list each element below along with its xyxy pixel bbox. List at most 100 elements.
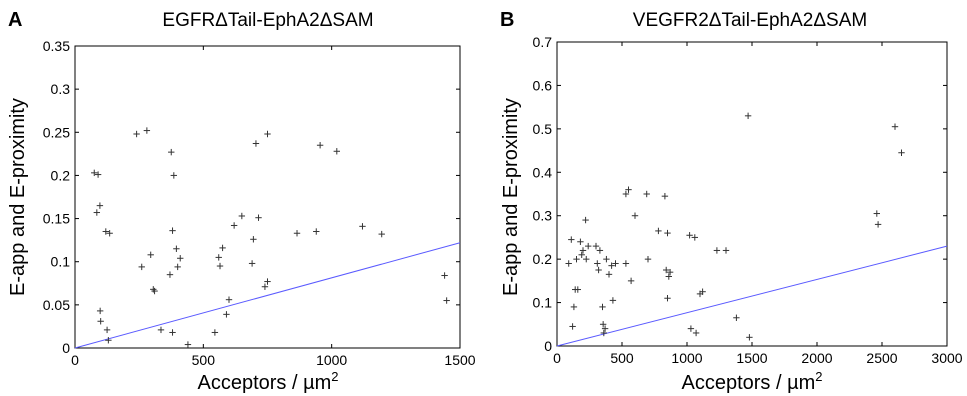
panel-b-data-point — [609, 297, 617, 304]
panel-a: A EGFRΔTail-EphA2ΔSAM E-app and E-proxim… — [7, 9, 476, 394]
panel-a-data-point — [264, 278, 271, 285]
panel-a-plot-frame — [74, 45, 461, 349]
panel-b-data-point — [666, 268, 674, 276]
panel-b-data-point — [601, 325, 609, 332]
panel-b-x-tick-label: 2000 — [801, 350, 832, 366]
panel-a-data-point — [223, 311, 230, 318]
panel-a-data-point — [313, 228, 320, 235]
panel-b-data-point — [600, 329, 607, 337]
panel-b-data-point — [699, 288, 706, 295]
panel-b-data-point — [577, 238, 584, 245]
panel-b-data-point — [663, 266, 670, 274]
panel-a-x-axis-label: Acceptors / µm2 — [197, 369, 338, 394]
panel-a-points — [91, 127, 450, 348]
panel-a-y-tick-label: 0.25 — [43, 124, 70, 140]
panel-b-data-point — [592, 242, 600, 250]
panel-a-data-point — [443, 297, 450, 304]
panel-a-data-point — [225, 296, 233, 303]
panel-b-data-point — [599, 303, 606, 311]
panel-a-data-point — [219, 244, 226, 252]
panel-a-data-point — [96, 307, 104, 315]
panel-a-data-point — [166, 271, 174, 278]
panel-b-y-tick-label: 0.3 — [533, 208, 553, 224]
panel-a-x-tick-label: 1000 — [316, 352, 347, 368]
panel-b-data-point — [578, 251, 585, 258]
panel-b-y-axis-label: E-app and E-proximity — [500, 98, 522, 296]
panel-a-data-point — [215, 254, 222, 261]
panel-b-y-tick-label: 0.5 — [533, 121, 553, 137]
panel-b-x-tick-label: 1500 — [736, 350, 767, 366]
panel-b-data-point — [665, 273, 672, 280]
panel-b-y-tick-label: 0.6 — [533, 77, 553, 93]
panel-a-data-point — [261, 283, 269, 290]
panel-b-data-point — [661, 192, 669, 200]
panel-b-data-point — [692, 329, 700, 337]
panel-a-data-point — [143, 127, 151, 134]
panel-b-x-axis-label-main: Acceptors / µm — [681, 372, 815, 394]
panel-b-data-point — [898, 149, 905, 156]
panel-a-data-point — [102, 228, 109, 235]
panel-a-y-tick-label: 0.15 — [43, 211, 70, 227]
panel-b-data-point — [643, 190, 650, 198]
panel-a-y-tick-label: 0.2 — [51, 167, 71, 183]
panel-b-y-tick-label: 0.1 — [533, 295, 553, 311]
panel-a-data-point — [138, 263, 145, 271]
panel-b-x-tick-label: 0 — [553, 350, 561, 366]
panel-b-data-point — [733, 314, 740, 321]
panel-a-fit-line — [74, 242, 461, 349]
panel-a-data-point — [150, 286, 157, 293]
panel-b-letter: B — [500, 9, 514, 31]
panel-a-data-point — [96, 202, 104, 209]
panel-b-data-point — [891, 123, 899, 130]
panel-a-data-point — [174, 263, 181, 271]
panel-a-data-point — [293, 230, 301, 237]
panel-b-data-point — [573, 255, 580, 263]
panel-b-data-point — [582, 216, 589, 224]
panel-a-data-point — [333, 148, 340, 155]
panel-a-data-point — [184, 341, 192, 348]
panel-a-ticks: 0 500 1000 1500 0 0.05 0.1 0.15 0.2 0.25 0.3 0.35 — [43, 38, 476, 368]
panel-a-y-tick-label: 0.1 — [51, 254, 71, 270]
panel-a-y-tick-label: 0.3 — [51, 81, 71, 97]
panel-a-data-point — [147, 251, 154, 259]
panel-b-data-point — [605, 271, 613, 278]
panel-a-fit-line-segment — [74, 242, 461, 349]
panel-a-letter: A — [8, 9, 22, 31]
panel-b-y-tick-label: 0.4 — [533, 164, 553, 180]
panel-a-data-point — [238, 212, 246, 220]
panel-b-data-point — [579, 247, 587, 254]
panel-b-data-point — [583, 255, 590, 263]
panel-b-data-point — [599, 321, 607, 328]
panel-b-data-point — [622, 260, 630, 267]
panel-b-data-point — [570, 303, 578, 311]
panel-b-data-point — [722, 247, 730, 254]
panel-b-x-tick-label: 1000 — [671, 350, 702, 366]
panel-a-y-tick-label: 0.05 — [43, 297, 70, 313]
panel-a-data-point — [359, 223, 366, 230]
panel-b-data-point — [574, 286, 581, 293]
panel-a-data-point — [105, 337, 112, 344]
panel-a-data-point — [264, 130, 271, 138]
panel-a-data-point — [255, 214, 262, 221]
panel-a-data-point — [169, 227, 176, 234]
panel-b-y-tick-label: 0.7 — [533, 34, 553, 50]
panel-a-data-point — [250, 236, 257, 243]
panel-b-data-point — [644, 255, 652, 263]
panel-b-ticks: 0 500 1000 1500 2000 2500 3000 0 0.1 0.2 0.3 0.4 0.5… — [533, 34, 963, 366]
panel-b-data-point — [713, 247, 721, 254]
panel-a-data-point — [248, 260, 256, 267]
panel-b-data-point — [565, 260, 572, 267]
panel-a-data-point — [170, 172, 178, 179]
panel-a-title: EGFRΔTail-EphA2ΔSAM — [162, 10, 373, 31]
panel-a-data-point — [133, 130, 140, 138]
panel-b: B VEGFR2ΔTail-EphA2ΔSAM E-app and E-prox… — [500, 9, 963, 394]
panel-b-data-point — [568, 236, 575, 243]
panel-a-data-point — [441, 272, 448, 279]
panel-b-data-point — [746, 334, 753, 341]
panel-a-data-point — [106, 230, 113, 237]
panel-a-data-point — [169, 329, 176, 336]
panel-a-data-point — [157, 326, 165, 334]
panel-b-data-point — [594, 260, 601, 267]
panel-a-y-axis-label: E-app and E-proximity — [7, 98, 29, 296]
